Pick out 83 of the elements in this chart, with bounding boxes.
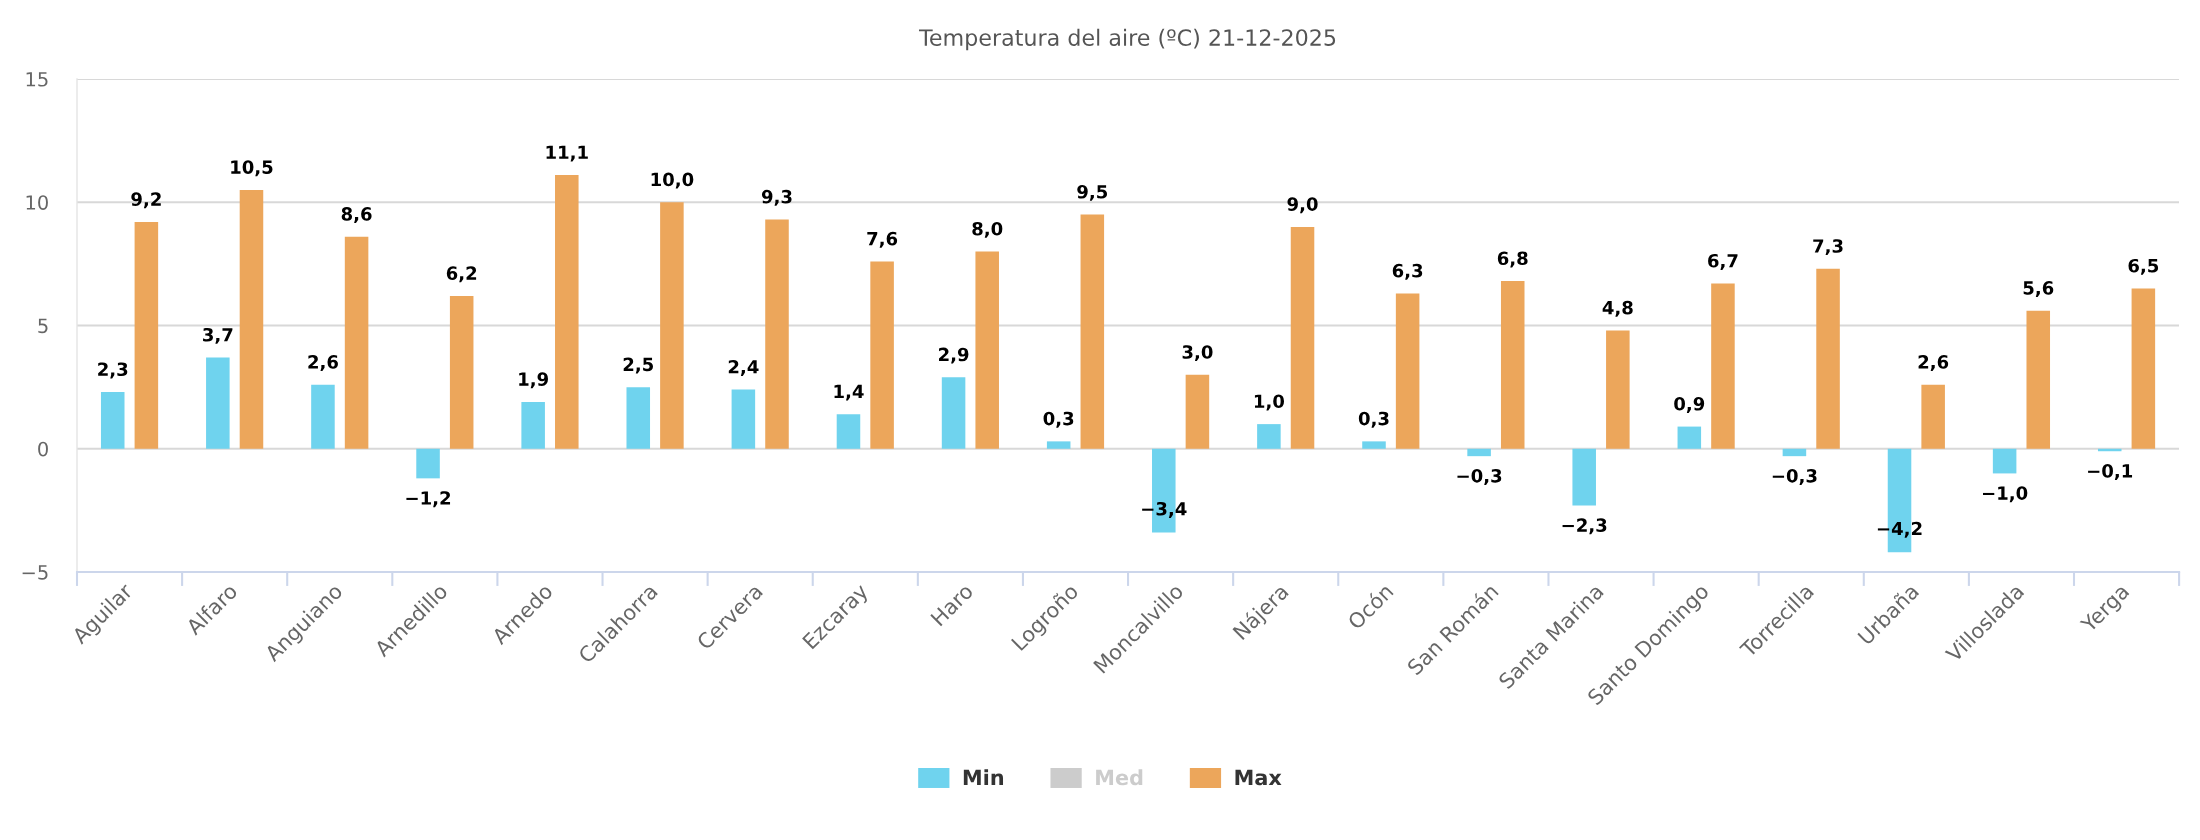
data-label: 6,5 — [2128, 258, 2159, 275]
bar — [206, 357, 230, 449]
y-tick-label: 0 — [38, 441, 48, 457]
data-label: 6,2 — [446, 266, 477, 283]
bar — [1500, 281, 1525, 449]
bar — [1782, 448, 1807, 457]
bar — [870, 261, 894, 449]
data-label: 2,9 — [939, 347, 969, 364]
data-label: −2,3 — [1562, 518, 1607, 535]
data-label: 11,1 — [546, 145, 588, 162]
bar — [311, 384, 335, 449]
data-label: 9,0 — [1287, 197, 1318, 214]
bar — [731, 389, 756, 449]
data-label: 10,5 — [231, 160, 273, 177]
bar — [975, 251, 999, 449]
data-label: 7,6 — [867, 231, 898, 248]
bar — [2026, 310, 2051, 449]
chart-title: Temperatura del aire (ºC) 21-12-2025 — [918, 28, 1336, 51]
bar — [1290, 226, 1315, 449]
data-label: 9,5 — [1077, 184, 1108, 201]
data-label: 2,6 — [1918, 355, 1949, 371]
y-tick-label: 10 — [26, 195, 48, 210]
bar — [1362, 441, 1386, 449]
y-tick-label: 15 — [26, 72, 48, 87]
data-label: 5,6 — [2023, 281, 2054, 298]
bar — [416, 448, 440, 479]
data-label: 1,4 — [834, 384, 864, 401]
bar — [765, 219, 789, 449]
data-label: 3,0 — [1182, 345, 1213, 362]
bar — [1185, 374, 1210, 449]
bar — [2131, 288, 2156, 449]
data-label: 6,3 — [1392, 263, 1423, 280]
data-label: 0,3 — [1043, 411, 1074, 428]
bar — [1572, 448, 1596, 506]
bar — [836, 414, 861, 449]
data-label: 8,6 — [341, 207, 372, 224]
bar — [1711, 283, 1735, 449]
data-label: 4,8 — [1602, 300, 1633, 317]
data-label: −0,3 — [1772, 468, 1817, 485]
data-label: −1,0 — [1982, 486, 2028, 503]
bar — [1257, 424, 1281, 449]
data-label: 0,3 — [1358, 411, 1389, 428]
bar — [100, 392, 125, 449]
data-label: 2,3 — [98, 362, 128, 379]
bar — [1921, 384, 1945, 449]
bar — [521, 401, 545, 449]
legend-label: Max — [1235, 769, 1282, 786]
data-label: 6,8 — [1497, 251, 1528, 268]
data-label: 8,0 — [972, 221, 1003, 238]
bar — [1080, 214, 1105, 449]
data-label: 6,7 — [1708, 253, 1738, 270]
data-label: −1,2 — [406, 491, 451, 508]
bar — [134, 221, 159, 449]
bar — [1467, 448, 1491, 457]
data-label: 9,3 — [761, 189, 792, 206]
data-label: 10,0 — [651, 172, 694, 189]
bar — [941, 377, 966, 449]
data-label: 1,0 — [1254, 394, 1285, 411]
bar — [1046, 441, 1071, 449]
bar — [626, 387, 651, 449]
data-label: 2,5 — [623, 357, 653, 374]
bar — [344, 236, 369, 449]
bar — [1992, 448, 2017, 474]
y-tick-label: −5 — [22, 565, 48, 580]
bar — [1677, 426, 1702, 449]
y-tick-label: 5 — [38, 318, 48, 334]
bar — [555, 175, 579, 449]
bar — [239, 189, 264, 449]
data-label: 2,6 — [308, 355, 338, 371]
data-label: −0,3 — [1457, 468, 1502, 485]
data-label: 9,2 — [131, 192, 161, 209]
data-label: 3,7 — [203, 327, 233, 344]
data-label: 1,9 — [519, 372, 548, 389]
legend-label: Min — [963, 769, 1004, 786]
data-label: 7,3 — [1813, 239, 1843, 256]
bar — [660, 202, 684, 449]
bar — [449, 295, 474, 449]
data-label: 0,9 — [1674, 396, 1705, 413]
bar — [1395, 293, 1420, 449]
data-label: −0,1 — [2088, 464, 2133, 481]
bar — [1606, 330, 1630, 449]
bar — [1816, 268, 1840, 449]
data-label: 2,4 — [728, 359, 759, 376]
